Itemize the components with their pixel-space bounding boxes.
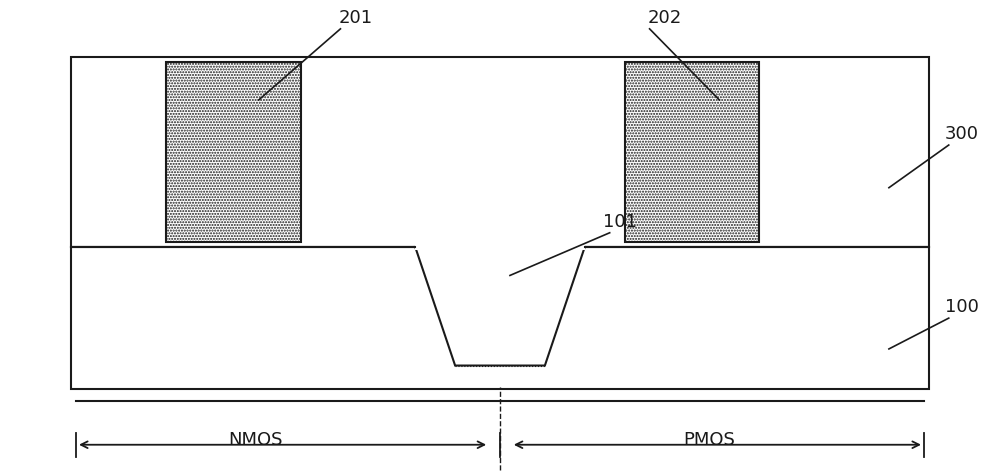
Bar [71, 248, 929, 389]
Text: 201: 201 [338, 9, 372, 27]
Bar [415, 245, 585, 250]
Text: 101: 101 [603, 212, 637, 230]
Text: 300: 300 [945, 125, 979, 143]
Bar [625, 63, 759, 243]
Text: PMOS: PMOS [683, 430, 735, 448]
Bar [71, 58, 929, 248]
Bar [166, 63, 301, 243]
Polygon shape [415, 248, 585, 366]
Text: 100: 100 [945, 298, 979, 316]
Text: NMOS: NMOS [228, 430, 283, 448]
Text: 202: 202 [647, 9, 682, 27]
